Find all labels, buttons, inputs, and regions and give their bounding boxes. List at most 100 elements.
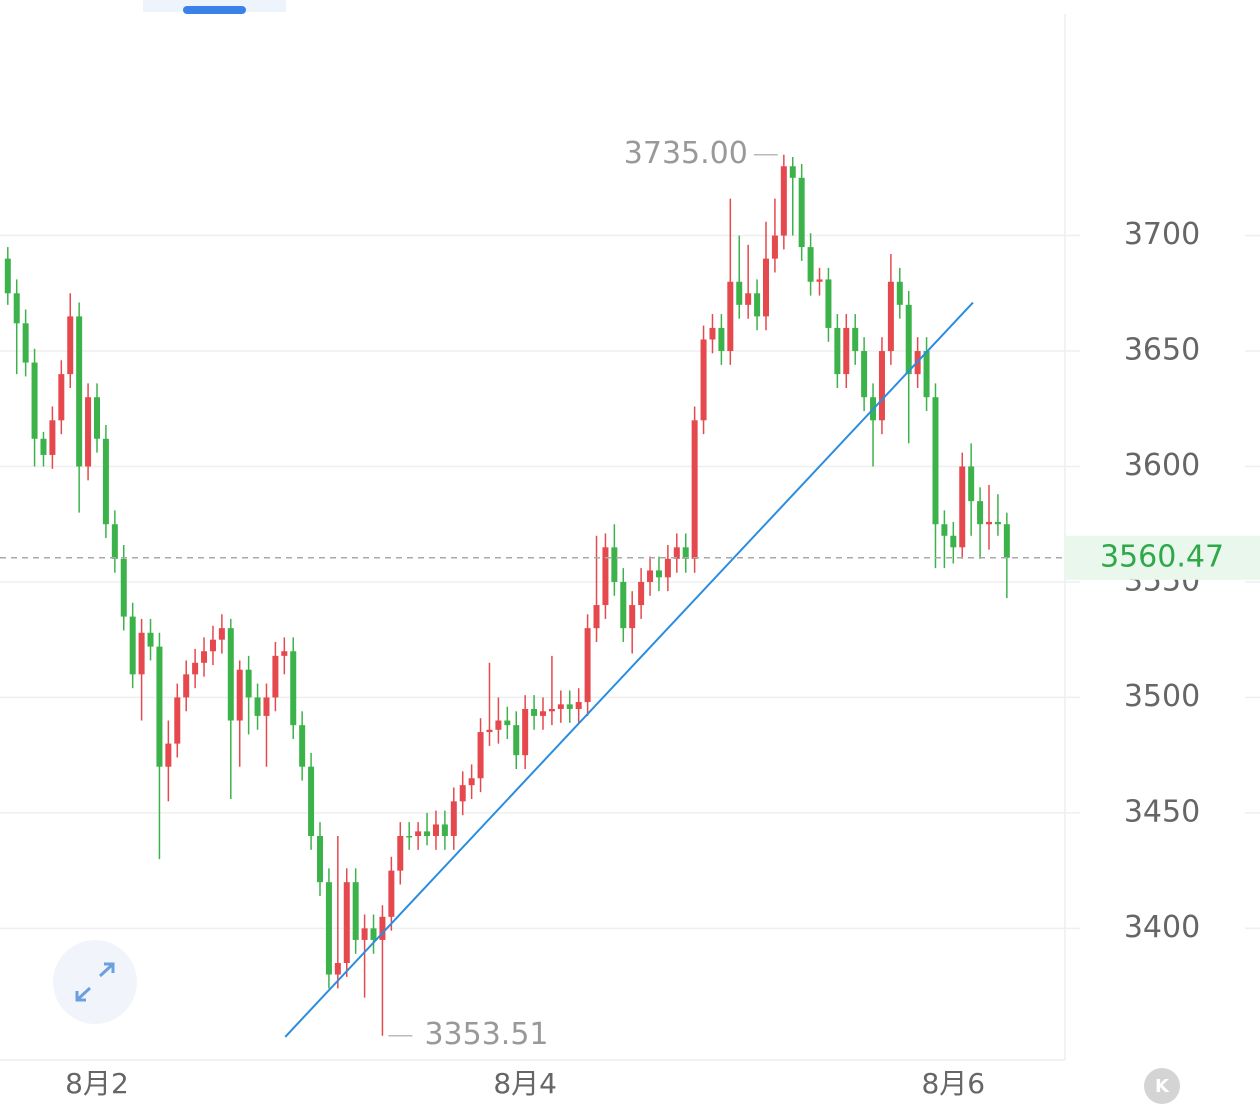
candle-body [272,655,279,698]
candle-body [1003,524,1010,558]
x-tick-label: 8月2 [65,1067,129,1100]
candle-body [432,824,439,836]
candle-body [85,397,92,467]
candle-body [486,729,493,733]
candle-body [638,581,645,606]
candle-body [317,835,323,883]
candle-body [780,166,787,236]
candle-body [575,702,582,709]
candle-body [994,521,1001,525]
trendline [284,301,974,1038]
candle-body [959,466,966,548]
candle-body [281,651,288,656]
candle-body [584,628,591,703]
candle-body [887,281,894,352]
candle-body [932,397,939,525]
candle-body [647,570,654,582]
candle-body [406,835,413,838]
candle-body [67,316,74,375]
candle-body [165,743,172,767]
candle-body [878,351,885,421]
candle-body [459,785,466,802]
candle-body [325,882,332,975]
candle-body [861,351,868,398]
candle-body [763,258,769,317]
candle-body [254,697,261,716]
candle-body [379,916,386,940]
tab-indicator[interactable] [183,6,246,14]
candle-body [156,646,163,767]
candle-body [129,616,136,675]
candle-body [682,547,689,559]
candle-body [183,674,190,698]
candle-body [174,697,181,744]
candle-body [49,420,56,455]
y-tick-label: 3600 [1124,448,1200,483]
candle-body [147,632,154,647]
candle-body [540,711,546,716]
candle-body [361,928,368,940]
candle-body [450,801,457,836]
candle-body [120,558,127,617]
candle-body [441,824,448,836]
candle-body [22,323,29,363]
candle-body [94,397,100,439]
candle-body [852,327,859,352]
candle-body [548,708,555,712]
candle-body [40,438,47,455]
candle-body [789,166,796,178]
candle-body [602,547,609,606]
candle-body [290,651,297,726]
candle-body [513,725,520,756]
candle-body [843,327,850,375]
candle-body [58,374,65,421]
candle-body [673,547,680,559]
candle-body [664,558,671,578]
candle-body [736,281,743,305]
candle-body [691,420,698,559]
candle-body [111,524,118,559]
candle-body [968,466,975,502]
candle-body [905,304,912,375]
candle-body [495,720,502,730]
expand-button[interactable] [53,940,137,1024]
candle-body [477,732,484,779]
candle-body [896,281,903,305]
x-tick-label: 8月6 [921,1067,985,1100]
candle-body [986,521,992,525]
candle-body [138,632,145,675]
candle-body [745,293,752,305]
candle-body [718,327,725,352]
candle-body [13,293,20,324]
candle-body [424,831,431,836]
y-tick-label: 3650 [1124,333,1200,368]
y-tick-label: 3400 [1124,910,1200,945]
candle-body [415,831,422,836]
y-tick-label: 3450 [1124,794,1200,829]
candle-body [218,628,225,640]
candle-body [201,651,208,663]
candle-body [263,697,270,716]
candle-body [209,639,216,652]
candle-body [566,704,573,709]
candle-body [334,963,341,975]
y-tick-label: 3700 [1124,217,1200,252]
candle-body [620,581,627,629]
candle-body [593,605,600,629]
candle-body [388,870,395,917]
candle-body [941,524,948,536]
candle-body [977,501,984,525]
low-label: 3353.51 [424,1017,548,1052]
candle-body [192,662,199,675]
k-button[interactable] [1144,1068,1180,1104]
candle-body [923,351,930,398]
high-label: 3735.00 [624,136,748,171]
candle-body [352,882,359,940]
candle-body [299,725,306,767]
candle-body [754,293,761,317]
candle-body [700,339,707,421]
candle-body [629,605,636,629]
candle-body [397,835,404,871]
